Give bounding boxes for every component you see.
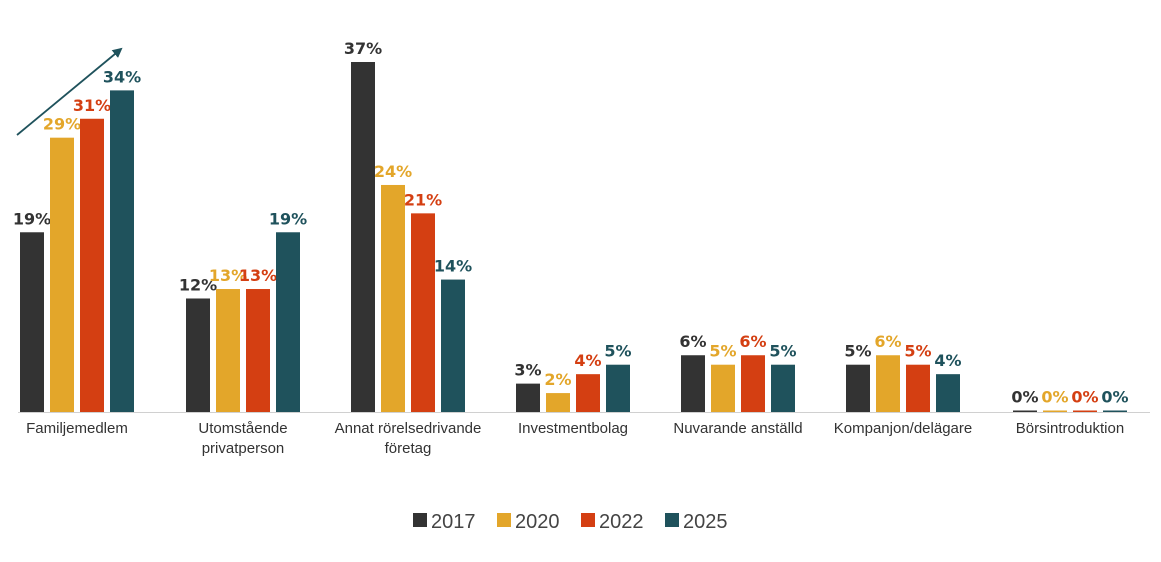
data-label-2017-2: 37%	[344, 39, 382, 58]
bar-2017-1	[186, 298, 210, 412]
legend-label-2020: 2020	[515, 511, 560, 533]
bar-2022-0	[80, 118, 104, 412]
category-label-line: Familjemedlem	[26, 420, 128, 437]
data-label-2022-2: 21%	[404, 190, 442, 209]
category-label-line: Utomstående	[198, 420, 287, 437]
data-label-2025-3: 5%	[604, 342, 631, 361]
data-label-2020-4: 5%	[709, 342, 736, 361]
bar-2025-3	[606, 364, 630, 412]
data-label-2017-6: 0%	[1011, 388, 1038, 407]
category-label-2: Annat rörelsedrivande företag	[335, 420, 482, 457]
category-label-4: Nuvarande anställd	[673, 420, 802, 437]
trend-arrow	[16, 47, 123, 136]
data-label-2020-3: 2%	[544, 370, 571, 389]
data-label-2020-0: 29%	[43, 115, 81, 134]
bar-2022-4	[741, 355, 765, 412]
category-label-line: Investmentbolag	[518, 420, 628, 437]
category-label-6: Börsintroduktion	[1016, 420, 1124, 437]
bar-2022-6	[1073, 410, 1097, 412]
data-label-2022-0: 31%	[73, 96, 111, 115]
category-label-0: Familjemedlem	[26, 420, 128, 437]
data-label-2017-4: 6%	[679, 332, 706, 351]
bar-2020-2	[381, 184, 405, 412]
data-label-2017-1: 12%	[179, 275, 217, 294]
data-label-2020-6: 0%	[1041, 388, 1068, 407]
legend-swatch-2020	[497, 513, 511, 527]
bar-2022-5	[906, 364, 930, 412]
bar-2020-5	[876, 355, 900, 412]
category-label-line: privatperson	[202, 440, 285, 457]
bar-2022-2	[411, 213, 435, 412]
data-label-2022-6: 0%	[1071, 388, 1098, 407]
data-label-2022-1: 13%	[239, 266, 277, 285]
category-label-3: Investmentbolag	[518, 420, 628, 437]
bar-2025-6	[1103, 410, 1127, 412]
legend-label-2017: 2017	[431, 511, 476, 533]
legend-swatch-2025	[665, 513, 679, 527]
category-label-1: Utomstående privatperson	[198, 420, 287, 457]
bar-2020-4	[711, 364, 735, 412]
legend-label-2025: 2025	[683, 511, 728, 533]
bar-2017-0	[20, 232, 44, 412]
data-label-2017-3: 3%	[514, 361, 541, 380]
bar-2020-0	[50, 137, 74, 413]
category-label-line: företag	[385, 440, 432, 457]
bar-2025-0	[110, 90, 134, 412]
category-label-line: Börsintroduktion	[1016, 420, 1124, 437]
data-label-2025-0: 34%	[103, 67, 141, 86]
data-label-2020-5: 6%	[874, 332, 901, 351]
category-label-line: Nuvarande anställd	[673, 420, 802, 437]
bar-2022-3	[576, 374, 600, 412]
data-label-2025-6: 0%	[1101, 388, 1128, 407]
bar-2022-1	[246, 289, 270, 412]
data-label-2017-0: 19%	[13, 209, 51, 228]
bar-2017-3	[516, 383, 540, 412]
data-label-2022-4: 6%	[739, 332, 766, 351]
category-label-line: Kompanjon/delägare	[834, 420, 972, 437]
legend-swatch-2017	[413, 513, 427, 527]
data-label-2025-1: 19%	[269, 209, 307, 228]
bar-2017-6	[1013, 410, 1037, 412]
bar-2025-5	[936, 374, 960, 412]
data-label-2022-5: 5%	[904, 342, 931, 361]
data-label-2020-1: 13%	[209, 266, 247, 285]
bar-2025-2	[441, 279, 465, 412]
category-label-line: Annat rörelsedrivande	[335, 420, 482, 437]
bar-2020-3	[546, 393, 570, 412]
bar-2020-6	[1043, 410, 1067, 412]
data-label-2025-2: 14%	[434, 257, 472, 276]
data-label-2025-4: 5%	[769, 342, 796, 361]
bar-2017-2	[351, 62, 375, 412]
bar-2025-4	[771, 364, 795, 412]
data-label-2017-5: 5%	[844, 342, 871, 361]
legend-label-2022: 2022	[599, 511, 644, 533]
legend-swatch-2022	[581, 513, 595, 527]
category-label-5: Kompanjon/delägare	[834, 420, 972, 437]
data-label-2020-2: 24%	[374, 162, 412, 181]
bar-2020-1	[216, 289, 240, 412]
bar-2017-5	[846, 364, 870, 412]
bar-2017-4	[681, 355, 705, 412]
data-label-2022-3: 4%	[574, 351, 601, 370]
bar-2025-1	[276, 232, 300, 412]
data-label-2025-5: 4%	[934, 351, 961, 370]
